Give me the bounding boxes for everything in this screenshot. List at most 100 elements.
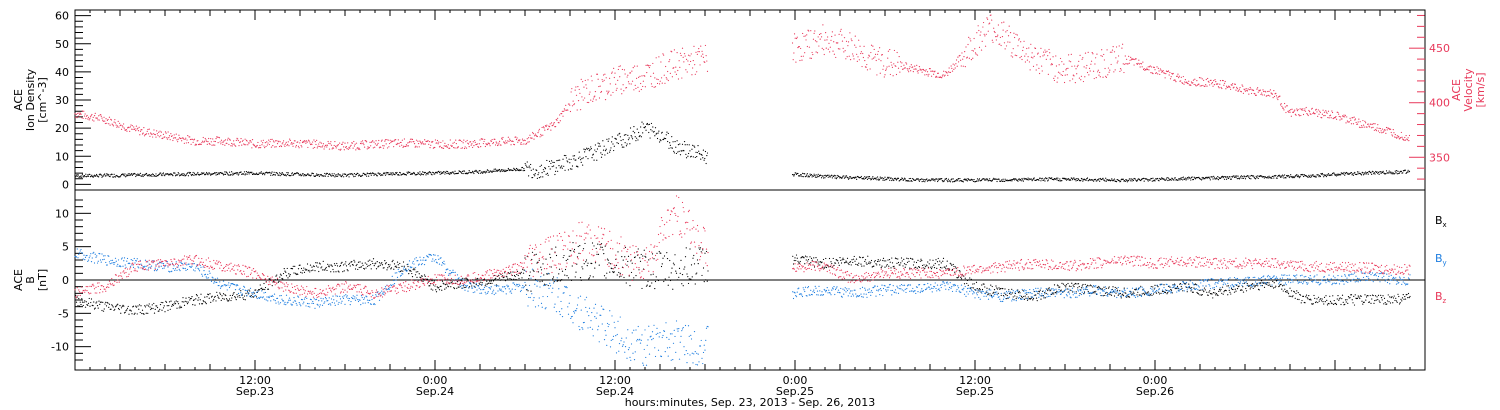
density-point — [1167, 179, 1169, 182]
velocity-point — [204, 140, 206, 142]
velocity-point — [987, 18, 989, 20]
density-point — [1081, 178, 1083, 180]
density-point — [87, 174, 89, 176]
density-point — [606, 138, 608, 140]
b-bx-point — [666, 257, 669, 260]
velocity-point — [214, 144, 216, 146]
velocity-point — [531, 137, 533, 139]
velocity-point — [116, 126, 118, 128]
b-bx-point — [336, 265, 339, 267]
velocity-point — [1223, 84, 1225, 86]
density-point — [492, 170, 495, 172]
density-point — [561, 167, 563, 169]
b-bx-point — [420, 277, 422, 279]
velocity-point — [1059, 72, 1061, 74]
velocity-point — [874, 56, 876, 58]
density-point — [627, 134, 629, 136]
density-point — [586, 147, 588, 149]
velocity-point — [189, 138, 192, 141]
velocity-point — [1360, 125, 1363, 127]
density-point — [224, 171, 226, 173]
velocity-point — [642, 80, 644, 82]
b-bx-point — [385, 262, 387, 264]
density-point — [516, 169, 518, 171]
velocity-point — [866, 63, 868, 66]
density-point — [434, 173, 436, 175]
b-bx-point — [212, 300, 214, 302]
density-point — [1085, 179, 1087, 181]
velocity-point — [1202, 84, 1204, 87]
density-point — [341, 174, 343, 176]
density-point — [93, 175, 95, 177]
velocity-point — [596, 73, 599, 75]
density-point — [1181, 177, 1183, 179]
velocity-point — [336, 145, 339, 147]
density-point — [631, 138, 634, 140]
b-bx-point — [427, 281, 429, 283]
velocity-point — [1345, 122, 1347, 124]
velocity-point — [1103, 53, 1105, 56]
velocity-point — [897, 67, 900, 69]
density-point — [594, 144, 597, 146]
b-bx-point — [880, 267, 882, 269]
b-bx-point — [196, 295, 198, 297]
density-point — [646, 122, 649, 125]
velocity-point — [417, 142, 420, 145]
b-bx-point — [693, 254, 695, 257]
density-point — [1028, 179, 1030, 181]
b-bx-point — [550, 266, 552, 268]
density-point — [870, 178, 873, 180]
density-point — [1063, 177, 1066, 180]
velocity-point — [592, 100, 594, 102]
b-bx-point — [597, 243, 599, 245]
b-bx-point — [846, 257, 849, 259]
velocity-point — [1074, 82, 1076, 84]
density-point — [135, 175, 137, 178]
velocity-point — [389, 139, 391, 141]
b-bx-point — [818, 261, 820, 263]
velocity-point — [185, 137, 187, 139]
velocity-point — [1234, 83, 1236, 85]
density-point — [334, 176, 336, 178]
velocity-point — [1053, 77, 1055, 79]
velocity-point — [221, 141, 223, 143]
b-bx-point — [690, 264, 693, 266]
velocity-point — [192, 141, 194, 143]
velocity-point — [1379, 127, 1382, 130]
density-point — [980, 179, 983, 181]
velocity-point — [679, 52, 682, 54]
velocity-point — [328, 142, 330, 144]
density-point — [113, 173, 115, 175]
density-point — [195, 174, 198, 176]
density-point — [930, 178, 933, 180]
b-bx-point — [367, 260, 369, 262]
velocity-point — [441, 147, 443, 149]
velocity-point — [1188, 80, 1190, 82]
density-point — [84, 175, 86, 178]
density-point — [1178, 178, 1180, 180]
b-bx-point — [335, 271, 337, 273]
density-point — [215, 174, 217, 176]
velocity-point — [158, 136, 160, 138]
b-bx-point — [543, 274, 545, 276]
density-point — [536, 177, 538, 179]
velocity-point — [845, 58, 847, 60]
b-bx-point — [675, 270, 677, 272]
velocity-point — [1201, 78, 1203, 80]
b-bx-point — [216, 294, 219, 296]
velocity-point — [934, 70, 936, 72]
b-bx-point — [462, 277, 464, 279]
b-bx-point — [252, 296, 255, 298]
density-point — [899, 179, 901, 182]
b-bx-point — [363, 268, 366, 270]
density-point — [1277, 175, 1279, 177]
density-point — [893, 179, 895, 182]
velocity-point — [972, 50, 975, 52]
density-point — [634, 136, 636, 138]
b-bx-point — [294, 272, 297, 274]
density-point — [139, 174, 141, 177]
velocity-point — [1118, 45, 1120, 47]
density-point — [473, 172, 475, 175]
density-point — [918, 180, 921, 182]
velocity-point — [81, 110, 84, 112]
